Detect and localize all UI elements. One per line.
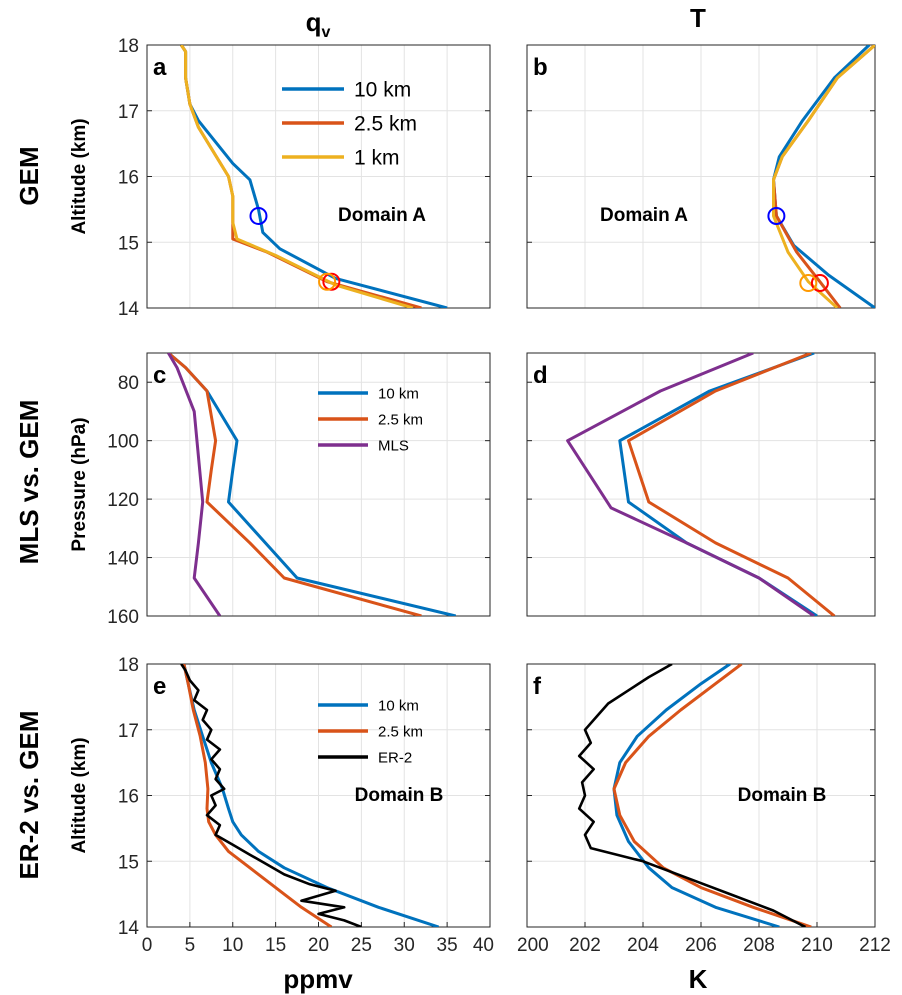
- x-tick-label: 35: [437, 935, 458, 956]
- panel-f: 200 202 204 206 208 210 212 f Domain B: [517, 663, 891, 956]
- row-label-er2-vs-gem: ER-2 vs. GEM: [14, 710, 44, 879]
- y-tick-label: 14: [118, 299, 140, 320]
- legend-label: 2.5 km: [378, 723, 423, 740]
- series-line-1-km: [180, 45, 414, 308]
- x-tick-label: 20: [308, 935, 329, 956]
- legend-label: 10 km: [354, 79, 411, 102]
- series-line-mls: [566, 353, 815, 616]
- col-title-t: T: [690, 3, 706, 33]
- y-tick-label: 18: [118, 655, 139, 676]
- series-line-2-5-km: [612, 664, 812, 927]
- circle-marker: [799, 274, 818, 293]
- x-tick-label: 204: [627, 935, 659, 956]
- panel-b: b Domain A: [526, 44, 876, 309]
- y-axis-label: Pressure (hPa): [69, 417, 90, 551]
- x-axis-label-k: K: [689, 964, 708, 994]
- x-tick-label: 208: [743, 935, 775, 956]
- series-line-er-2: [577, 664, 806, 927]
- y-tick-label: 18: [118, 36, 139, 57]
- series-line-2-5-km: [167, 353, 422, 616]
- y-tick-label: 15: [118, 233, 139, 254]
- y-axis-label: Altitude (km): [69, 737, 90, 853]
- x-tick-label: 0: [142, 935, 153, 956]
- legend-label: 1 km: [354, 147, 400, 170]
- circle-marker: [810, 274, 829, 293]
- panel-d: d: [526, 352, 876, 617]
- legend-label: MLS: [378, 437, 409, 454]
- x-axis-label-ppmv: ppmv: [283, 964, 353, 994]
- series-line-1-km: [772, 45, 875, 308]
- circle-marker: [318, 272, 337, 291]
- circle-marker: [249, 206, 268, 225]
- row-label-mls-vs-gem: MLS vs. GEM: [14, 400, 44, 565]
- domain-annotation: Domain A: [338, 205, 426, 226]
- x-tick-label: 212: [859, 935, 891, 956]
- y-tick-label: 100: [107, 432, 139, 453]
- y-axis-label: Altitude (km): [69, 118, 90, 234]
- series-line-2-5-km: [627, 353, 836, 616]
- x-tick-label: 210: [801, 935, 833, 956]
- axes-box: [526, 352, 876, 617]
- series-line-er-2: [180, 664, 362, 927]
- y-tick-label: 14: [118, 918, 140, 939]
- panel-label: c: [153, 362, 166, 389]
- circle-marker: [322, 272, 341, 291]
- x-tick-label: 5: [185, 935, 196, 956]
- legend-label: ER-2: [378, 749, 412, 766]
- series-line-mls: [167, 353, 222, 616]
- x-tick-label: 10: [222, 935, 243, 956]
- x-tick-label: 206: [685, 935, 717, 956]
- panel-e: 14 15 16 17 18 0 5 10 15 20 25 30 35 40 Altitude (km) e…: [69, 655, 494, 956]
- row-label-gem: GEM: [14, 146, 44, 205]
- x-tick-label: 40: [473, 935, 494, 956]
- circle-marker: [767, 206, 786, 225]
- y-tick-label: 17: [118, 102, 139, 123]
- y-tick-label: 16: [118, 787, 139, 808]
- panel-a: 14 15 16 17 18 Altitude (km) a Domain A 10 km 2.5…: [69, 36, 491, 320]
- panel-label: d: [533, 362, 548, 389]
- y-tick-label: 17: [118, 721, 139, 742]
- col-title-qv: qv: [306, 7, 331, 41]
- x-tick-label: 15: [265, 935, 286, 956]
- x-tick-label: 202: [569, 935, 601, 956]
- legend-label: 10 km: [378, 385, 419, 402]
- x-tick-label: 30: [394, 935, 415, 956]
- axes-box: [146, 352, 491, 617]
- x-tick-label: 25: [351, 935, 372, 956]
- y-tick-label: 140: [107, 549, 139, 570]
- domain-annotation: Domain A: [600, 205, 688, 226]
- legend-label: 10 km: [378, 697, 419, 714]
- y-tick-label: 160: [107, 607, 139, 628]
- y-tick-label: 120: [107, 490, 139, 511]
- panel-label: e: [153, 673, 166, 700]
- panel-label: f: [533, 673, 542, 700]
- panel-label: a: [153, 54, 167, 81]
- legend-label: 2.5 km: [378, 411, 423, 428]
- panel-label: b: [533, 54, 548, 81]
- y-tick-label: 80: [118, 373, 139, 394]
- domain-annotation: Domain B: [738, 785, 827, 806]
- y-tick-label: 15: [118, 852, 139, 873]
- y-tick-label: 16: [118, 168, 139, 189]
- domain-annotation: Domain B: [355, 785, 444, 806]
- x-tick-label: 200: [517, 935, 549, 956]
- panel-c: 80 100 120 140 160 Pressure (hPa) c 10 km 2.5 km…: [69, 352, 491, 628]
- legend-label: 2.5 km: [354, 113, 417, 136]
